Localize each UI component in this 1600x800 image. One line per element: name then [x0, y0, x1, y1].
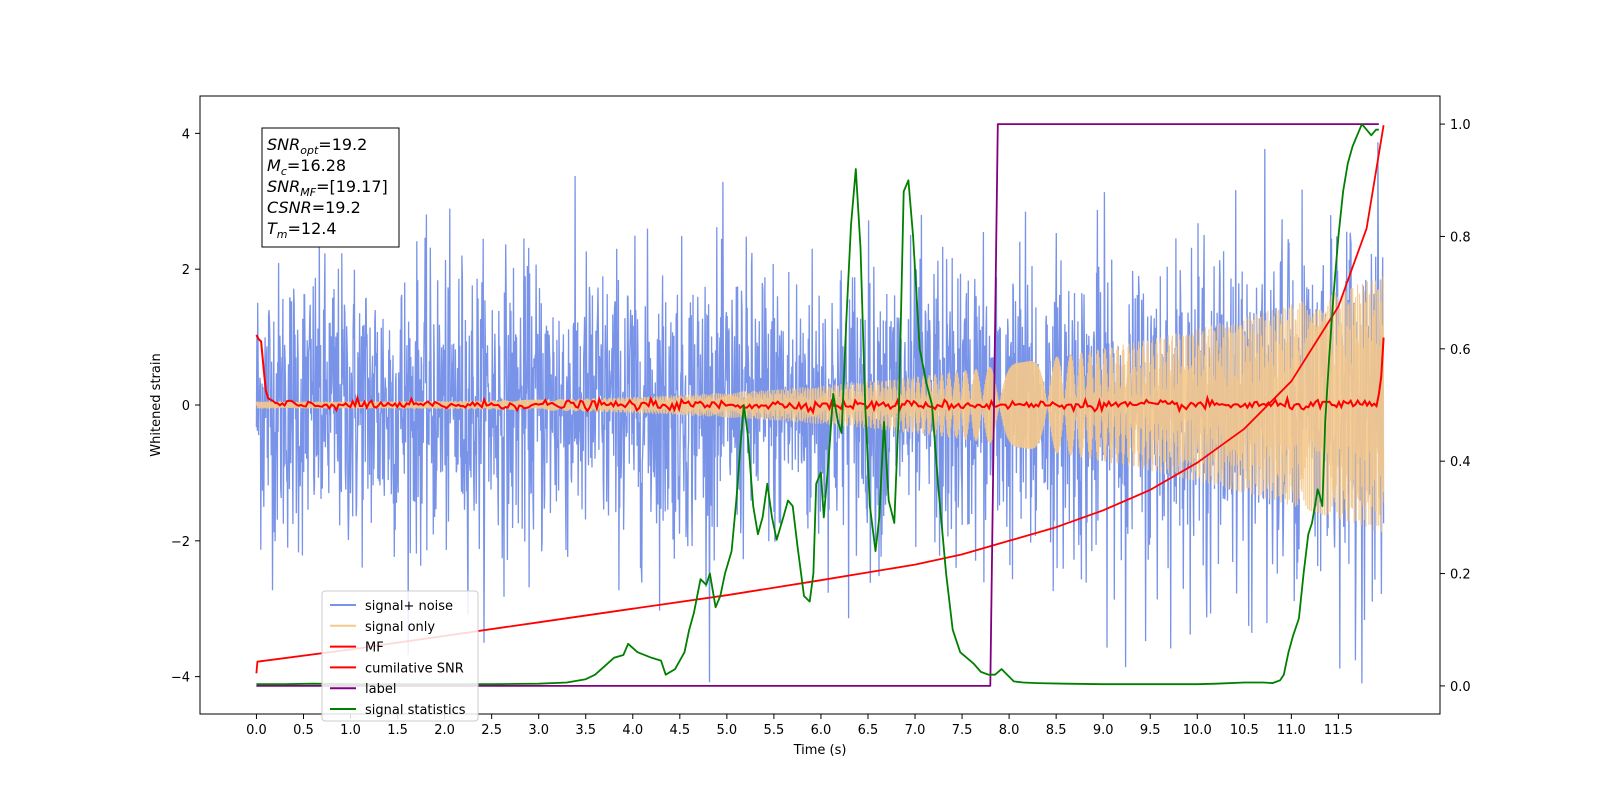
y2-tick-label: 0.0: [1450, 680, 1471, 695]
series-mf: [255, 334, 1385, 416]
x-tick-label: 7.0: [905, 723, 926, 738]
y-tick-label: 4: [182, 127, 190, 142]
x-tick-label: 6.5: [858, 723, 879, 738]
legend: signal+ noise signal only MF cumilative SNR…: [321, 590, 479, 722]
x-tick-label: 10.0: [1183, 723, 1212, 738]
x-tick-label: 0.0: [246, 723, 267, 738]
y-axis-label: Whitened strain: [149, 353, 164, 456]
legend-entry: cumilative SNR: [365, 661, 464, 676]
x-tick-label: 2.0: [434, 723, 455, 738]
annotation-line: Tm=12.4: [267, 219, 337, 241]
x-tick-label: 3.5: [575, 723, 596, 738]
annotation-line: Mc=16.28: [267, 156, 346, 178]
y-tick-label: 2: [182, 263, 190, 278]
x-tick-label: 4.5: [669, 723, 690, 738]
y2-tick-label: 0.6: [1450, 343, 1471, 358]
x-tick-label: 8.0: [999, 723, 1020, 738]
legend-entry: signal only: [365, 620, 435, 635]
x-tick-label: 5.5: [764, 723, 785, 738]
x-tick-label: 11.5: [1324, 723, 1353, 738]
legend-entry: MF: [365, 641, 384, 656]
annotation-line: SNRMF=[19.17]: [267, 177, 388, 199]
series-signal-statistics: [256, 123, 1379, 686]
annotation-line: CSNR=19.2: [267, 198, 361, 217]
annotation-box: SNRopt=19.2Mc=16.28SNRMF=[19.17]CSNR=19.…: [261, 127, 400, 248]
y-axis-ticks: −4 −2 0 2 4: [171, 127, 200, 686]
y-tick-label: 0: [182, 399, 190, 414]
x-tick-label: 1.5: [387, 723, 408, 738]
legend-entry: signal statistics: [365, 703, 466, 718]
x-tick-label: 2.5: [481, 723, 502, 738]
series-signal-only: [255, 276, 1385, 533]
x-tick-label: 8.5: [1046, 723, 1067, 738]
annotation-box-frame: [261, 127, 400, 248]
x-axis-label: Time (s): [793, 743, 847, 758]
y2-tick-label: 0.8: [1450, 230, 1471, 245]
x-tick-label: 7.5: [952, 723, 973, 738]
annotation-line: SNRopt=19.2: [267, 135, 367, 157]
x-tick-label: 3.0: [528, 723, 549, 738]
x-tick-label: 11.0: [1277, 723, 1306, 738]
x-tick-label: 4.0: [622, 723, 643, 738]
legend-entry: label: [365, 682, 396, 697]
x-tick-label: 9.0: [1093, 723, 1114, 738]
x-tick-label: 10.5: [1230, 723, 1259, 738]
legend-entry: signal+ noise: [365, 599, 453, 614]
x-tick-label: 5.0: [717, 723, 738, 738]
y2-axis-ticks: 0.0 0.2 0.4 0.6 0.8 1.0: [1440, 118, 1471, 695]
legend-frame: [321, 590, 479, 722]
x-tick-label: 6.0: [811, 723, 832, 738]
y2-tick-label: 0.2: [1450, 568, 1471, 583]
y2-tick-label: 1.0: [1450, 118, 1471, 133]
x-tick-label: 1.0: [340, 723, 361, 738]
x-tick-label: 9.5: [1140, 723, 1161, 738]
y2-tick-label: 0.4: [1450, 455, 1471, 470]
y-tick-label: −4: [171, 671, 190, 686]
x-axis-ticks: 0.0 0.5 1.0 1.5 2.0 2.5 3.0 3.5 4.0 4.5 5.0 5.5 6.0 6…: [246, 714, 1353, 738]
series-label: [256, 123, 1379, 687]
x-tick-label: 0.5: [293, 723, 314, 738]
y-tick-label: −2: [171, 535, 190, 550]
